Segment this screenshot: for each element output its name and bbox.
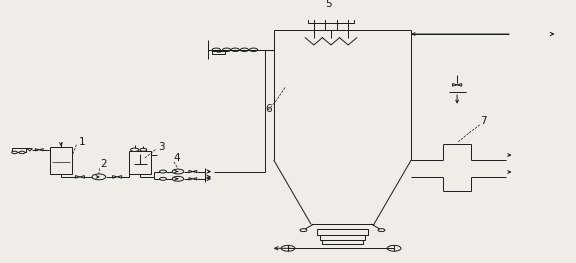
Polygon shape <box>189 170 193 173</box>
Text: ~: ~ <box>215 50 222 56</box>
Text: 7: 7 <box>480 116 487 126</box>
Text: 6: 6 <box>265 104 272 114</box>
Text: 1: 1 <box>79 137 85 147</box>
Polygon shape <box>117 176 122 178</box>
Circle shape <box>223 48 230 52</box>
Text: 2: 2 <box>101 159 107 169</box>
Circle shape <box>160 170 166 173</box>
Bar <box>338 13 353 17</box>
Bar <box>129 151 151 174</box>
Bar <box>320 235 365 240</box>
Bar <box>50 146 72 174</box>
Circle shape <box>172 169 184 174</box>
Circle shape <box>131 148 139 151</box>
Polygon shape <box>193 178 197 180</box>
Polygon shape <box>75 176 80 178</box>
Circle shape <box>19 151 25 154</box>
Circle shape <box>387 245 401 251</box>
Polygon shape <box>112 176 117 178</box>
Circle shape <box>378 229 385 232</box>
Circle shape <box>231 48 239 52</box>
Circle shape <box>12 151 17 154</box>
Polygon shape <box>39 149 43 151</box>
Text: 3: 3 <box>158 142 165 152</box>
Text: 4: 4 <box>174 153 180 163</box>
Circle shape <box>140 148 147 151</box>
Circle shape <box>281 245 295 251</box>
Circle shape <box>249 48 257 52</box>
Polygon shape <box>457 84 462 86</box>
Bar <box>12 148 26 152</box>
Circle shape <box>160 177 166 180</box>
Text: 5: 5 <box>325 0 332 9</box>
Bar <box>309 13 324 17</box>
Bar <box>337 17 354 23</box>
Circle shape <box>300 229 307 232</box>
Bar <box>317 229 368 235</box>
Bar <box>308 17 325 23</box>
Circle shape <box>92 174 106 180</box>
Circle shape <box>213 48 221 52</box>
Polygon shape <box>80 176 85 178</box>
Bar <box>323 240 362 244</box>
Circle shape <box>240 48 248 52</box>
Bar <box>213 51 225 54</box>
Polygon shape <box>35 149 39 151</box>
Polygon shape <box>189 178 193 180</box>
Circle shape <box>172 176 184 181</box>
Polygon shape <box>453 84 457 86</box>
Polygon shape <box>193 170 197 173</box>
